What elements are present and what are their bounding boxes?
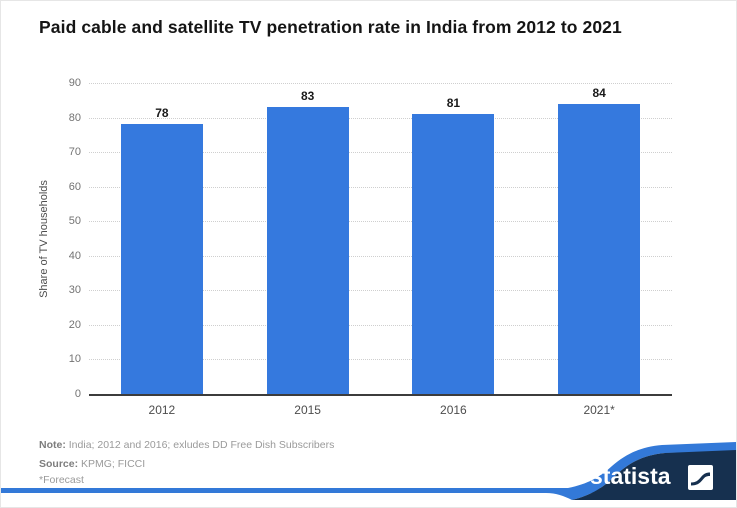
y-tick-0: 0 <box>74 388 81 400</box>
y-tick-10: 10 <box>68 353 81 366</box>
y-tick-60: 60 <box>68 180 81 193</box>
gridline-40 <box>89 255 672 257</box>
gridline-70 <box>89 152 672 154</box>
y-tick-90: 90 <box>68 77 81 89</box>
x-label-2015: 2015 <box>294 403 321 417</box>
gridline-50 <box>89 221 672 223</box>
bar-2016 <box>412 114 495 394</box>
bar-value-2016: 81 <box>446 96 461 111</box>
gridline-90 <box>89 83 672 84</box>
note-text: Note: India; 2012 and 2016; exludes DD F… <box>39 439 335 451</box>
bar-value-2021*: 84 <box>592 85 606 100</box>
banner-highlight-curve <box>546 442 736 500</box>
statista-swoosh-icon <box>688 465 713 490</box>
source-text: Source: KPMG; FICCI <box>39 458 146 470</box>
bar-value-2012: 78 <box>155 106 169 121</box>
bar-2012 <box>120 124 203 394</box>
y-tick-80: 80 <box>68 111 81 124</box>
x-label-2012: 2012 <box>148 403 176 417</box>
x-label-2021*: 2021* <box>583 403 615 417</box>
y-tick-40: 40 <box>68 249 81 262</box>
y-tick-70: 70 <box>68 146 81 159</box>
forecast-note: *Forecast <box>39 474 84 486</box>
gridline-10 <box>89 359 672 361</box>
gridline-20 <box>89 324 672 326</box>
bar-2021* <box>558 103 641 394</box>
source-label: Source: <box>39 458 79 470</box>
y-axis-title: Share of TV households <box>38 179 51 298</box>
statista-wordmark: statista <box>590 463 671 489</box>
bar-value-2015: 83 <box>300 89 315 104</box>
gridline-60 <box>89 186 672 188</box>
x-label-2016: 2016 <box>440 403 467 417</box>
gridline-30 <box>89 290 672 292</box>
y-tick-30: 30 <box>68 284 81 297</box>
bar-2015 <box>266 107 349 394</box>
page-title: Paid cable and satellite TV penetration … <box>39 17 622 37</box>
bottom-accent-strip <box>1 488 736 493</box>
gridline-80 <box>89 117 672 119</box>
statista-banner: statista <box>546 442 736 500</box>
plot-area <box>89 83 672 396</box>
note-label: Note: <box>39 439 66 451</box>
y-tick-20: 20 <box>68 318 81 331</box>
y-tick-50: 50 <box>68 215 81 228</box>
